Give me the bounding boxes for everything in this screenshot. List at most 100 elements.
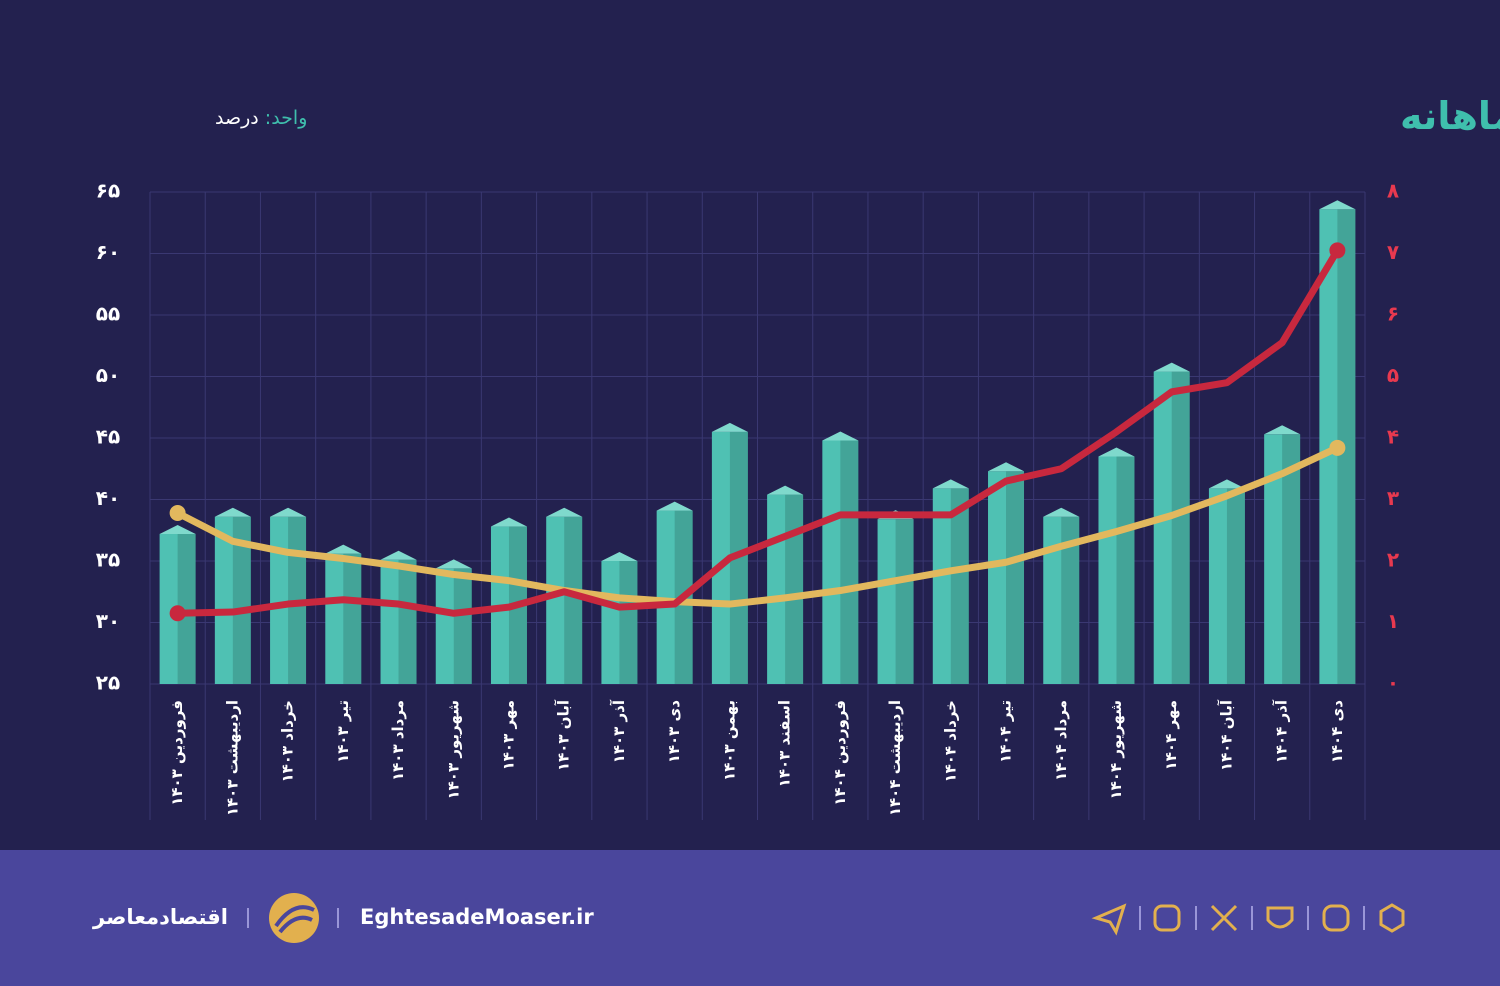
social-icons xyxy=(1091,903,1405,936)
bar-shade xyxy=(1006,471,1025,684)
bar-cap xyxy=(214,507,251,517)
x-tick-label: دی ۱۴۰۴ xyxy=(1328,700,1346,764)
site-url[interactable]: EghtesadeMoaser.ir xyxy=(360,905,594,929)
x-tick-label: مرداد ۱۴۰۴ xyxy=(1052,700,1070,781)
bar xyxy=(1208,488,1245,684)
bar-cap xyxy=(656,501,693,511)
x-tick-label: شهریور ۱۴۰۳ xyxy=(444,700,462,800)
bar xyxy=(932,488,969,684)
bar-shade xyxy=(1171,371,1190,684)
x-icon[interactable] xyxy=(1210,904,1238,932)
bar-cap xyxy=(159,524,196,534)
x-tick-label: آذر ۱۴۰۳ xyxy=(610,699,628,763)
line-end-marker xyxy=(1329,439,1346,456)
bar-shade xyxy=(453,568,472,684)
bar-cap xyxy=(988,462,1025,472)
x-tick-label: دی ۱۴۰۳ xyxy=(665,700,683,764)
bar-shade xyxy=(232,516,251,684)
bar-cap xyxy=(325,544,362,554)
bar-shade xyxy=(177,533,196,684)
x-tick-label: تیر ۱۴۰۳ xyxy=(334,700,352,763)
x-tick-label: خرداد ۱۴۰۳ xyxy=(279,700,297,783)
hex-icon[interactable] xyxy=(1379,903,1405,933)
bar-cap xyxy=(1208,479,1245,489)
x-tick-label: آبان ۱۴۰۴ xyxy=(1217,699,1235,771)
bar-shade xyxy=(840,440,859,684)
bar-cap xyxy=(380,550,417,560)
bar xyxy=(1153,371,1190,684)
bar-shade xyxy=(1337,209,1356,684)
bar-cap xyxy=(1043,507,1080,517)
x-tick-label: مهر ۱۴۰۳ xyxy=(499,700,517,770)
bar-cap xyxy=(932,479,969,489)
x-tick-label: اردیبهشت ۱۴۰۴ xyxy=(886,700,904,816)
instagram-icon[interactable] xyxy=(1153,904,1181,932)
y2-tick-label: ۶ xyxy=(1387,302,1399,326)
bar xyxy=(767,494,804,684)
bar xyxy=(1098,456,1135,684)
bar-cap xyxy=(270,507,307,517)
bar-cap xyxy=(711,422,748,432)
y-tick-label: ۶۰ xyxy=(96,240,120,264)
shield-icon[interactable] xyxy=(1266,906,1294,929)
x-tick-label: اردیبهشت ۱۴۰۳ xyxy=(223,700,241,816)
bar-shade xyxy=(895,519,914,684)
y-tick-label: ۴۰ xyxy=(96,486,120,510)
bar-cap xyxy=(1153,362,1190,372)
bar-cap xyxy=(435,559,472,569)
x-tick-label: بهمن ۱۴۰۳ xyxy=(720,700,738,781)
bar-cap xyxy=(822,431,859,441)
line-end-marker xyxy=(1329,242,1346,259)
x-tick-label: آبان ۱۴۰۳ xyxy=(555,699,573,771)
y2-tick-label: ۰ xyxy=(1387,671,1399,695)
x-tick-label: فروردین ۱۴۰۴ xyxy=(831,700,849,806)
bar-shade xyxy=(1061,516,1080,684)
bar-cap xyxy=(601,552,638,561)
y2-tick-label: ۳ xyxy=(1387,486,1399,510)
bar-shade xyxy=(1116,456,1135,684)
telegram-icon[interactable] xyxy=(1091,903,1127,936)
x-tick-label: شهریور ۱۴۰۴ xyxy=(1107,700,1125,800)
y2-tick-label: ۱ xyxy=(1387,609,1399,633)
bar-shade xyxy=(1226,488,1245,684)
y-tick-label: ۳۰ xyxy=(96,609,120,633)
title-part: درصد xyxy=(215,107,265,129)
bar-shade xyxy=(785,494,804,684)
x-tick-label: مهر ۱۴۰۴ xyxy=(1162,700,1180,770)
bar-shade xyxy=(343,553,362,684)
bar-shade xyxy=(619,561,638,684)
y-tick-label: ۴۵ xyxy=(96,425,120,449)
unit-label: واحد: درصد xyxy=(215,107,307,129)
footer: اقتصادمعاصر EghtesadeMoaser.ir xyxy=(92,893,1405,943)
line xyxy=(174,246,1341,617)
bar xyxy=(988,471,1025,684)
line xyxy=(174,444,1341,608)
bar xyxy=(877,519,914,684)
chart-title: روند تغییرات نرخ تورم سالانه، نقطه‌ای و … xyxy=(1400,94,1500,139)
bar-shade xyxy=(1282,434,1301,684)
footer-band xyxy=(0,850,1500,986)
line-end-marker xyxy=(169,505,186,522)
x-tick-label: خرداد ۱۴۰۴ xyxy=(941,700,959,783)
bar xyxy=(380,559,417,684)
y2-tick-label: ۵ xyxy=(1387,363,1399,387)
y2-tick-label: ۸ xyxy=(1387,179,1399,203)
bar-cap xyxy=(546,507,583,517)
x-tick-label: اسفند ۱۴۰۳ xyxy=(776,700,794,787)
bar-shade xyxy=(564,516,583,684)
bar-cap xyxy=(1264,425,1301,435)
y2-tick-label: ۴ xyxy=(1387,425,1399,449)
x-tick-label: تیر ۱۴۰۴ xyxy=(997,700,1015,763)
line-end-marker xyxy=(169,605,186,622)
eitaa-icon[interactable] xyxy=(1322,904,1350,932)
bar-shade xyxy=(398,559,417,684)
y-tick-label: ۳۵ xyxy=(96,548,120,572)
bar-cap xyxy=(1319,200,1356,210)
y-tick-label: ۶۵ xyxy=(96,179,120,203)
title-part: ماهانه xyxy=(1400,94,1500,138)
bar xyxy=(435,568,472,684)
bar-cap xyxy=(490,517,527,527)
bar xyxy=(546,516,583,684)
